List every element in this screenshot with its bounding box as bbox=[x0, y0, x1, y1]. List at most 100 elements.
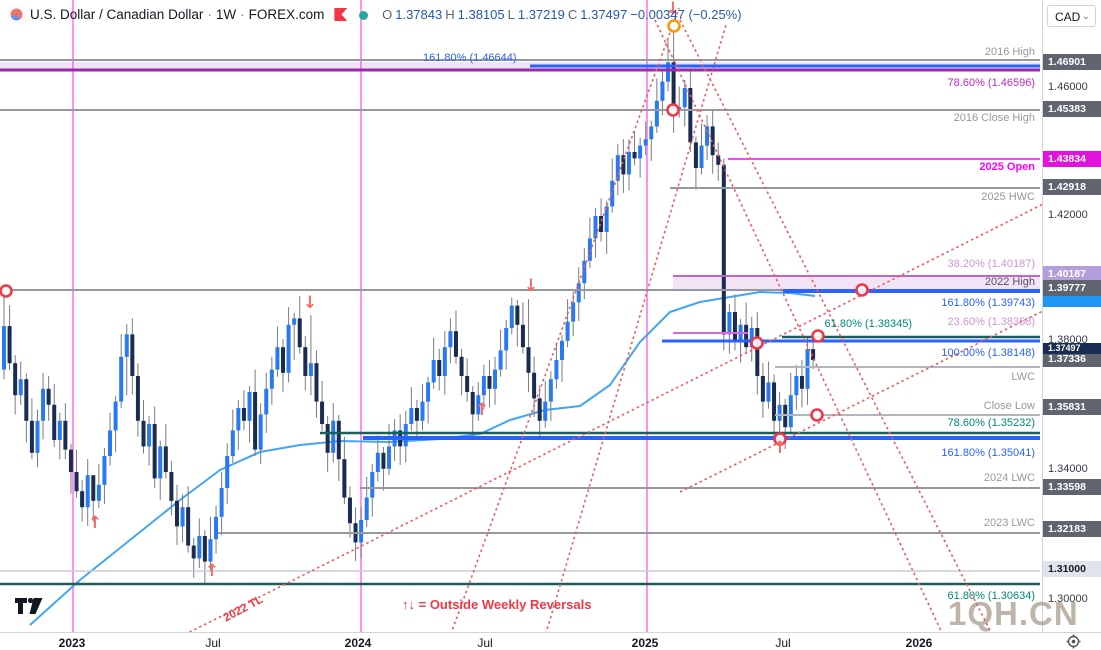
price-chart-svg[interactable]: ↓ ↓ ↓ ↑ ↑ ↑ ↑ bbox=[0, 0, 1042, 632]
candle-body bbox=[610, 180, 615, 207]
separator: · bbox=[207, 7, 212, 22]
candle-body bbox=[811, 349, 816, 360]
candle-body bbox=[682, 88, 687, 108]
forex-com-logo-icon bbox=[334, 8, 348, 21]
tradingview-logo-icon[interactable] bbox=[14, 597, 44, 615]
candle-body bbox=[292, 318, 297, 325]
candle-body bbox=[699, 145, 704, 168]
candle-body bbox=[766, 382, 771, 402]
market-status-dot-icon bbox=[359, 11, 369, 20]
level-label: 2025 HWC bbox=[981, 191, 1035, 203]
price-badge-1.31000: 1.31000 bbox=[1043, 561, 1101, 577]
high-value: 1.38105 bbox=[457, 7, 505, 22]
candle-body bbox=[52, 404, 57, 440]
price-tick-label: 1.34000 bbox=[1048, 463, 1088, 475]
candle-body bbox=[174, 500, 179, 527]
candle-body bbox=[476, 395, 481, 415]
price-badge-1.43834: 1.43834 bbox=[1043, 151, 1101, 167]
candle-body bbox=[381, 452, 386, 469]
candle-body bbox=[693, 142, 698, 168]
candle-body bbox=[2, 326, 6, 370]
candle-body bbox=[208, 539, 213, 562]
up-arrow-marker: ↑ bbox=[88, 513, 102, 533]
candle-body bbox=[666, 62, 671, 82]
candle-body bbox=[130, 334, 135, 376]
candle-body bbox=[364, 497, 369, 520]
candle-body bbox=[465, 376, 470, 392]
candle-body bbox=[587, 238, 592, 261]
candle-body bbox=[554, 360, 559, 380]
steep-rise-1-dotted-line bbox=[450, 7, 680, 632]
time-tick-label: Jul bbox=[205, 636, 221, 650]
candle-body bbox=[135, 376, 140, 421]
site-favicon-icon bbox=[8, 6, 25, 23]
level-label: 78.60% (1.35232) bbox=[947, 417, 1035, 429]
candle-body bbox=[710, 126, 715, 156]
candle-body bbox=[225, 456, 230, 488]
crossing-marker-circle bbox=[855, 283, 869, 297]
candle-body bbox=[565, 321, 570, 341]
price-badge-1.35831: 1.35831 bbox=[1043, 399, 1101, 415]
candle-body bbox=[113, 401, 118, 431]
currency-selector[interactable]: CAD ⌄ bbox=[1047, 5, 1096, 27]
level-label: 2025 Open bbox=[979, 161, 1035, 173]
level-label: 2024 LWC bbox=[983, 472, 1035, 484]
chart-canvas[interactable]: ↓ ↓ ↓ ↑ ↑ ↑ ↑ 2022 TL ↑↓ = Outside Weekly Reve… bbox=[0, 0, 1042, 632]
candle-body bbox=[236, 408, 241, 431]
timeframe-label[interactable]: 1W bbox=[215, 7, 237, 22]
candle-body bbox=[414, 408, 419, 421]
level-label: 161.80% (1.35041) bbox=[941, 447, 1035, 459]
up-arrow-marker: ↑ bbox=[773, 438, 787, 458]
candle-body bbox=[638, 145, 643, 159]
candle-body bbox=[347, 497, 352, 524]
exchange-label: FOREX.com bbox=[248, 7, 325, 22]
crossing-marker-circle bbox=[750, 336, 764, 350]
chevron-down-icon: ⌄ bbox=[1081, 11, 1090, 22]
open-value: 1.37843 bbox=[395, 7, 443, 22]
candle-body bbox=[626, 152, 631, 175]
candle-body bbox=[281, 347, 285, 373]
candle-body bbox=[320, 401, 325, 424]
price-tick-label: 1.46000 bbox=[1048, 81, 1088, 93]
candle-body bbox=[141, 420, 146, 447]
candle-body bbox=[158, 446, 163, 479]
candle-body bbox=[13, 363, 18, 396]
candle-body bbox=[716, 155, 721, 165]
candle-body bbox=[108, 430, 113, 456]
level-label: 2023 LWC bbox=[983, 517, 1035, 529]
candle-body bbox=[85, 475, 90, 508]
price-tick-label: 1.30000 bbox=[1048, 593, 1088, 605]
level-label: Close Low bbox=[983, 400, 1035, 412]
candle-body bbox=[537, 398, 542, 421]
level-label: 23.60% (1.38358) bbox=[947, 316, 1035, 328]
crossing-marker-circle bbox=[810, 408, 824, 422]
candle-body bbox=[760, 376, 765, 402]
currency-label: CAD bbox=[1055, 10, 1081, 24]
candle-body bbox=[375, 452, 380, 472]
candle-body bbox=[342, 459, 347, 498]
candle-body bbox=[649, 126, 654, 140]
down-arrow-marker: ↓ bbox=[303, 293, 317, 313]
candle-body bbox=[269, 369, 274, 389]
time-axis[interactable]: 2023 Jul 2024 Jul 2025 Jul 2026 bbox=[0, 632, 1101, 650]
candle-body bbox=[74, 472, 79, 492]
time-tick-label: 2025 bbox=[631, 636, 659, 650]
candle-body bbox=[197, 536, 202, 559]
symbol-title[interactable]: U.S. Dollar / Canadian Dollar bbox=[30, 7, 204, 22]
candle-body bbox=[504, 328, 509, 351]
level-label: 78.60% (1.46596) bbox=[947, 77, 1035, 89]
price-axis[interactable]: 1.46000 1.42000 1.38000 1.34000 1.30000 1.469… bbox=[1042, 0, 1101, 632]
down-arrow-marker: ↓ bbox=[524, 276, 538, 296]
candle-body bbox=[755, 328, 760, 376]
time-tick-label: Jul bbox=[477, 636, 493, 650]
candle-body bbox=[119, 356, 124, 402]
level-label: 38.20% (1.40187) bbox=[947, 258, 1035, 270]
crossing-marker-circle bbox=[811, 329, 825, 343]
candle-body bbox=[560, 340, 564, 360]
time-tick-label: 2023 bbox=[58, 636, 86, 650]
rising-channel-low-dotted-line bbox=[679, 310, 1042, 493]
price-badge-1.45383: 1.45383 bbox=[1043, 101, 1101, 117]
candle-body bbox=[331, 420, 336, 453]
axis-settings-gear-icon[interactable] bbox=[1066, 634, 1081, 649]
